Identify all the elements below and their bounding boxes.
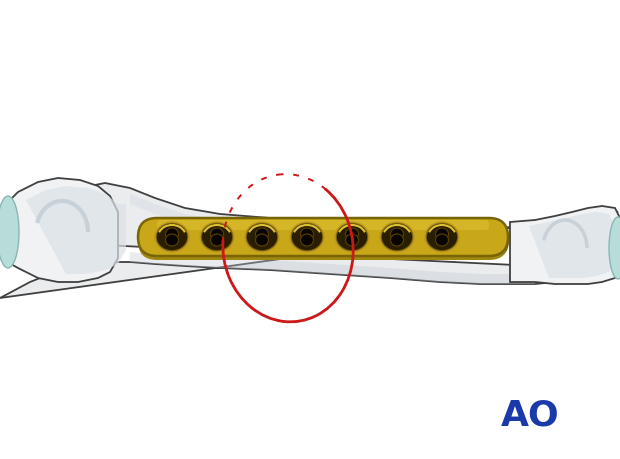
Ellipse shape bbox=[166, 228, 179, 240]
Polygon shape bbox=[529, 212, 614, 278]
Text: AO: AO bbox=[500, 398, 559, 432]
FancyBboxPatch shape bbox=[157, 220, 489, 230]
FancyBboxPatch shape bbox=[138, 218, 508, 256]
Ellipse shape bbox=[345, 234, 358, 246]
Ellipse shape bbox=[426, 223, 458, 251]
Ellipse shape bbox=[211, 228, 223, 240]
Ellipse shape bbox=[609, 217, 620, 279]
Ellipse shape bbox=[201, 223, 233, 251]
Ellipse shape bbox=[0, 196, 19, 268]
Polygon shape bbox=[0, 178, 118, 282]
Ellipse shape bbox=[255, 228, 268, 240]
Ellipse shape bbox=[435, 228, 448, 240]
Ellipse shape bbox=[301, 234, 314, 246]
Ellipse shape bbox=[301, 228, 314, 240]
Ellipse shape bbox=[291, 223, 323, 251]
Polygon shape bbox=[26, 186, 126, 274]
FancyBboxPatch shape bbox=[139, 221, 509, 259]
Polygon shape bbox=[510, 206, 620, 284]
Ellipse shape bbox=[336, 223, 368, 251]
Polygon shape bbox=[130, 194, 535, 244]
Polygon shape bbox=[0, 183, 618, 298]
Ellipse shape bbox=[156, 223, 188, 251]
Ellipse shape bbox=[381, 223, 413, 251]
Ellipse shape bbox=[391, 228, 404, 240]
Ellipse shape bbox=[255, 234, 268, 246]
Ellipse shape bbox=[246, 223, 278, 251]
Ellipse shape bbox=[345, 228, 358, 240]
Ellipse shape bbox=[435, 234, 448, 246]
Ellipse shape bbox=[166, 234, 179, 246]
Ellipse shape bbox=[391, 234, 404, 246]
FancyBboxPatch shape bbox=[138, 222, 508, 260]
Ellipse shape bbox=[211, 234, 223, 246]
Polygon shape bbox=[130, 252, 535, 284]
